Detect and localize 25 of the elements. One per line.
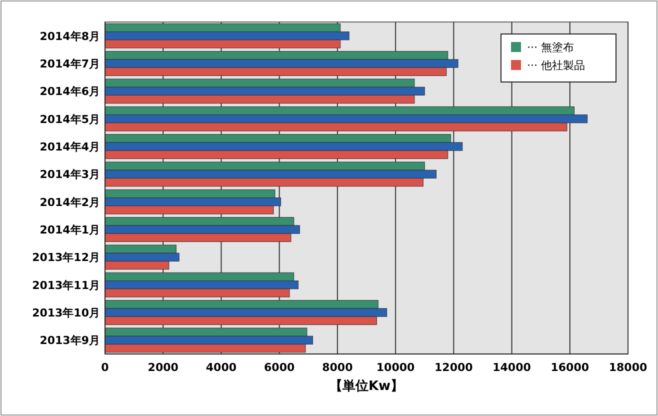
y-tick-label: 2014年8月: [40, 30, 100, 43]
y-tick-label: 2013年10月: [32, 306, 100, 320]
x-tick-label: 14000: [492, 361, 532, 374]
x-tick-label: 2000: [148, 361, 179, 374]
y-tick-label: 2014年5月: [40, 112, 100, 126]
x-tick-label: 6000: [264, 361, 295, 374]
x-axis-title: 【単位Kw】: [329, 378, 404, 394]
legend-label: ··· 他社製品: [527, 59, 585, 72]
x-tick-label: 0: [101, 361, 110, 374]
y-tick-label: 2013年9月: [40, 334, 100, 348]
x-tick-label: 18000: [608, 361, 648, 374]
x-tick-label: 16000: [550, 361, 590, 374]
y-tick-label: 2014年1月: [40, 224, 100, 236]
y-tick-label: 2013年12月: [32, 251, 100, 264]
y-tick-label: 2014年4月: [40, 140, 100, 154]
legend-label: ··· 無塗布: [527, 41, 574, 54]
y-tick-label: 2014年3月: [40, 168, 100, 182]
x-tick-label: 10000: [376, 361, 416, 374]
y-tick-label: 2014年2月: [40, 196, 100, 209]
x-tick-label: 8000: [322, 361, 354, 374]
x-tick-label: 12000: [434, 361, 474, 374]
x-tick-label: 4000: [206, 361, 237, 374]
y-tick-label: 2014年6月: [40, 85, 100, 98]
y-tick-label: 2013年11月: [32, 278, 100, 292]
y-tick-label: 2014年7月: [40, 58, 100, 70]
